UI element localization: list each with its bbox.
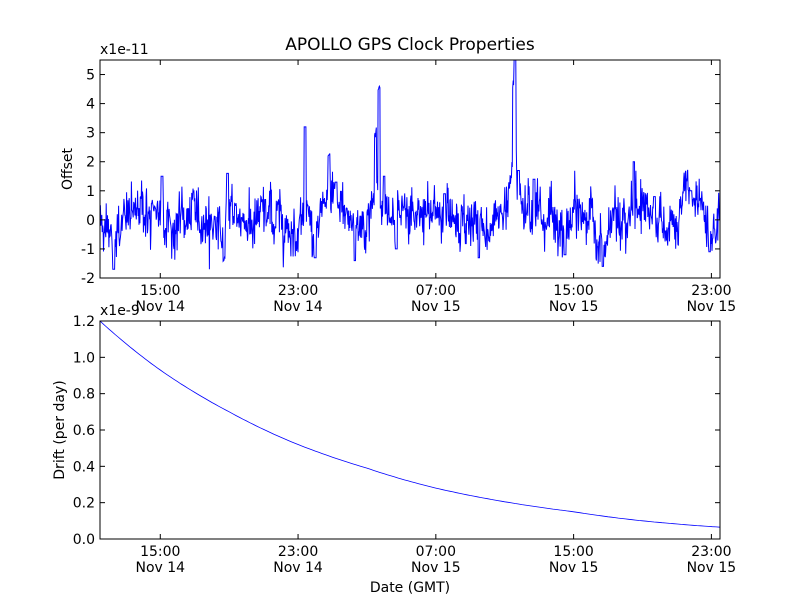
drift-x-tick-time: 23:00: [691, 544, 731, 560]
offset-x-tick-date: Nov 14: [273, 299, 323, 315]
offset-y-tick-label: 4: [86, 97, 95, 113]
offset-y-ticks: -2 -1 0 1 2 3 4 5: [81, 68, 720, 287]
offset-y-axis-label: Offset: [60, 147, 76, 190]
offset-x-tick-time: 15:00: [553, 283, 593, 299]
offset-scale-label: x1e-11: [100, 42, 149, 58]
drift-x-tick-date: Nov 15: [549, 560, 599, 576]
drift-y-axis-label: Drift (per day): [52, 380, 68, 479]
drift-scale-label: x1e-9: [100, 303, 140, 319]
offset-y-tick-label: 2: [86, 155, 95, 171]
drift-y-tick-label: 0.8: [73, 387, 95, 403]
offset-axes-frame: [99, 59, 721, 279]
offset-x-tick-date: Nov 14: [135, 299, 185, 315]
offset-x-tick-time: 23:00: [691, 283, 731, 299]
offset-x-tick-date: Nov 15: [549, 299, 599, 315]
offset-y-tick-label: -2: [81, 271, 95, 287]
drift-x-tick-date: Nov 14: [273, 560, 323, 576]
drift-x-tick-time: 15:00: [553, 544, 593, 560]
offset-x-tick-time: 23:00: [278, 283, 318, 299]
drift-y-tick-label: 0.2: [73, 496, 95, 512]
drift-x-tick-date: Nov 14: [135, 560, 185, 576]
chart-title: APOLLO GPS Clock Properties: [285, 35, 535, 55]
drift-x-tick-time: 07:00: [416, 544, 456, 560]
offset-x-tick-date: Nov 15: [411, 299, 461, 315]
drift-y-ticks: 0.0 0.2 0.4 0.6 0.8 1.0 1.2: [73, 314, 720, 548]
offset-x-tick-time: 15:00: [140, 283, 180, 299]
drift-y-tick-label: 0.6: [73, 423, 95, 439]
offset-y-tick-label: 3: [86, 126, 95, 142]
offset-y-tick-label: 5: [86, 68, 95, 84]
drift-x-tick-time: 15:00: [140, 544, 180, 560]
drift-y-tick-label: 0.4: [73, 459, 95, 475]
drift-x-tick-time: 23:00: [278, 544, 318, 560]
drift-x-tick-date: Nov 15: [411, 560, 461, 576]
drift-y-tick-label: 1.0: [73, 350, 95, 366]
drift-series-line: [99, 320, 721, 528]
offset-x-tick-time: 07:00: [416, 283, 456, 299]
drift-plot-area: [99, 320, 721, 528]
drift-y-tick-label: 1.2: [73, 314, 95, 330]
offset-x-tick-date: Nov 15: [687, 299, 737, 315]
drift-x-axis-label: Date (GMT): [370, 580, 450, 596]
offset-y-tick-label: -1: [81, 242, 95, 258]
offset-plot-area: [99, 59, 721, 270]
offset-series-line: [99, 59, 721, 270]
drift-x-tick-date: Nov 15: [687, 560, 737, 576]
drift-y-tick-label: 0.0: [73, 532, 95, 548]
offset-y-tick-label: 0: [86, 213, 95, 229]
offset-y-tick-label: 1: [86, 184, 95, 200]
